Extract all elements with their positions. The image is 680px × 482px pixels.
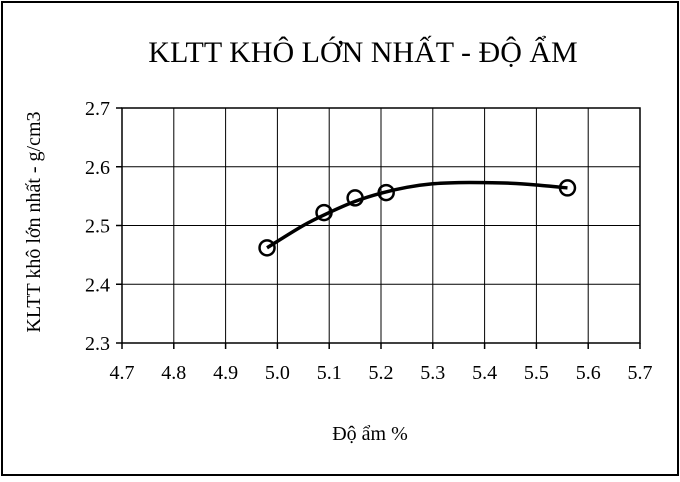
x-tick-label: 5.5 <box>524 362 549 384</box>
x-axis-ticks: 4.7 4.8 4.9 5.0 5.1 5.2 5.3 5.4 5.5 5.6 5.7 <box>110 343 653 384</box>
x-tick-label: 5.4 <box>472 362 497 384</box>
y-axis-ticks: 2.3 2.4 2.5 2.6 2.7 <box>85 98 122 355</box>
data-point <box>315 203 333 222</box>
trendline <box>266 180 568 250</box>
y-tick-label: 2.7 <box>85 98 110 120</box>
data-point <box>258 239 276 257</box>
y-tick-label: 2.5 <box>85 216 110 238</box>
data-point <box>346 189 364 207</box>
trendline-curve <box>266 180 568 250</box>
x-tick-label: 5.3 <box>420 362 445 384</box>
y-tick-label: 2.3 <box>85 333 110 355</box>
x-tick-label: 5.6 <box>576 362 601 384</box>
x-tick-label: 5.7 <box>628 362 653 384</box>
x-tick-label: 5.1 <box>317 362 342 384</box>
data-points <box>258 179 577 257</box>
x-tick-label: 4.8 <box>161 362 186 384</box>
x-tick-label: 4.7 <box>110 362 135 384</box>
grid <box>122 108 640 343</box>
y-tick-label: 2.4 <box>85 274 110 296</box>
y-axis-label: KLTT khô lớn nhất - g/cm3 <box>23 111 45 332</box>
x-tick-label: 5.0 <box>265 362 290 384</box>
data-point <box>377 183 395 202</box>
x-tick-label: 4.9 <box>213 362 238 384</box>
chart-title: KLTT KHÔ LỚN NHẤT - ĐỘ ẨM <box>148 35 577 69</box>
y-tick-label: 2.6 <box>85 157 110 179</box>
data-point <box>558 179 577 197</box>
x-tick-label: 5.2 <box>369 362 394 384</box>
x-axis-label: Độ ẩm % <box>332 423 408 445</box>
